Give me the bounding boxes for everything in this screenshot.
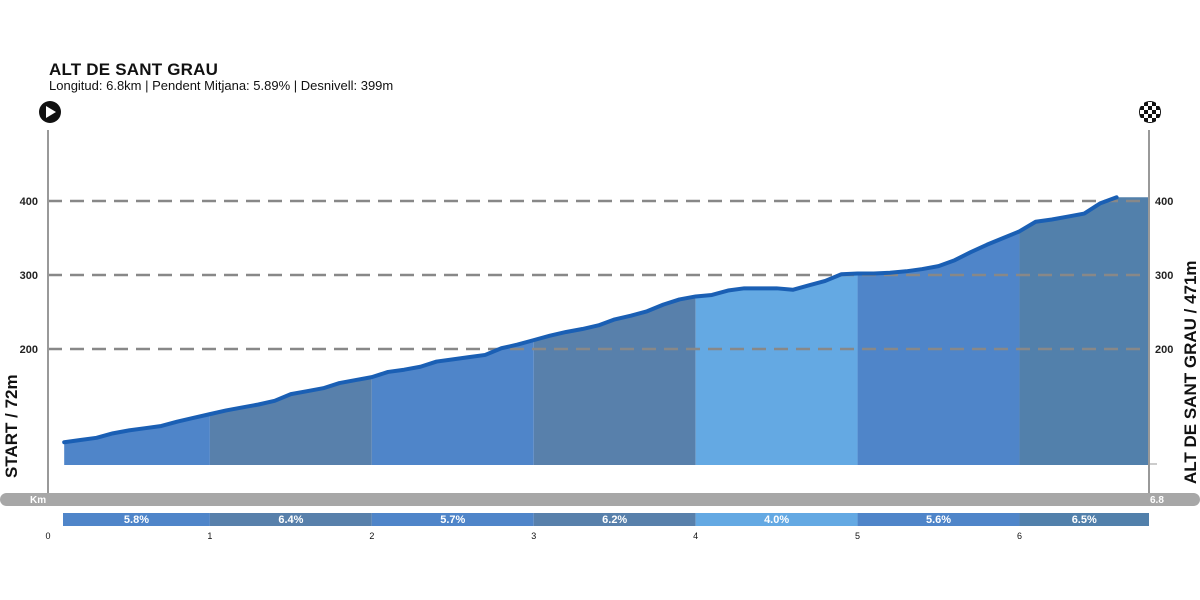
chart-labels: 200 200 300 300 400 400 START / 72m ALT DE SANT… (2, 196, 1200, 541)
distance-axis-bar (0, 493, 1200, 506)
gradient-bar-segment-2 (209, 513, 372, 526)
checkered-flag-square (1144, 114, 1148, 118)
chart-icons (39, 101, 1161, 123)
ytick-left-400: 400 (20, 196, 38, 208)
play-icon-triangle (46, 106, 56, 118)
ytick-left-200: 200 (20, 344, 38, 356)
gradient-label-2: 6.4% (278, 514, 303, 526)
ytick-right-400: 400 (1155, 196, 1173, 208)
checkered-flag-square (1156, 102, 1160, 106)
profile-line-group (62, 195, 1119, 445)
distance-axis-start-label: Km (30, 495, 46, 506)
gradient-segments (64, 197, 1149, 466)
climb-stats: Longitud: 6.8km | Pendent Mitjana: 5.89%… (49, 78, 394, 93)
km-tick-3: 3 (531, 531, 536, 541)
profile-line (62, 195, 1119, 445)
gradient-bar: 5.8% 6.4% 5.7% 6.2% 4.0% 5.6% 6.5% (63, 513, 1149, 526)
gradient-bar-segment-1 (63, 513, 210, 526)
checkered-flag-square (1148, 102, 1152, 106)
finish-elevation-label: ALT DE SANT GRAU / 471m (1181, 260, 1200, 484)
segment-area-4 (533, 296, 696, 465)
km-tick-0: 0 (45, 531, 50, 541)
gradient-label-5: 4.0% (764, 514, 789, 526)
km-tick-5: 5 (855, 531, 860, 541)
gradient-label-3: 5.7% (440, 514, 465, 526)
checkered-flag-square (1148, 118, 1152, 122)
ytick-right-300: 300 (1155, 270, 1173, 282)
checkered-flag-square (1140, 118, 1144, 122)
km-tick-4: 4 (693, 531, 698, 541)
distance-axis-end-label: 6.8 (1150, 495, 1164, 506)
checkered-flag-square (1152, 106, 1156, 110)
page-title: ALT DE SANT GRAU (49, 60, 219, 79)
km-tick-2: 2 (369, 531, 374, 541)
gradient-label-1: 5.8% (124, 514, 149, 526)
gradient-label-4: 6.2% (602, 514, 627, 526)
checkered-flag-square (1140, 110, 1144, 114)
checkered-flag-square (1140, 102, 1144, 106)
gradient-bar-segment-5 (695, 513, 858, 526)
checkered-flag-square (1152, 114, 1156, 118)
checkered-flag-square (1144, 106, 1148, 110)
ytick-right-200: 200 (1155, 344, 1173, 356)
axes (0, 130, 1200, 506)
segment-area-1 (64, 414, 210, 465)
km-tick-6: 6 (1017, 531, 1022, 541)
checkered-flag-square (1156, 118, 1160, 122)
ytick-left-300: 300 (20, 270, 38, 282)
checkered-flag-square (1156, 110, 1160, 114)
gradient-bar-segment-7 (1019, 513, 1149, 526)
gradient-label-7: 6.5% (1072, 514, 1097, 526)
checkered-flag-square (1148, 110, 1152, 114)
segment-area-5 (695, 273, 858, 465)
segment-area-3 (371, 340, 534, 465)
start-elevation-label: START / 72m (2, 374, 21, 478)
grid-lines (48, 199, 1149, 351)
km-tick-1: 1 (207, 531, 212, 541)
gradient-bar-segment-4 (533, 513, 696, 526)
segment-area-2 (209, 377, 372, 465)
gradient-bar-segment-6 (857, 513, 1020, 526)
gradient-label-6: 5.6% (926, 514, 951, 526)
segment-area-7 (1019, 197, 1149, 466)
gradient-bar-segment-3 (371, 513, 534, 526)
